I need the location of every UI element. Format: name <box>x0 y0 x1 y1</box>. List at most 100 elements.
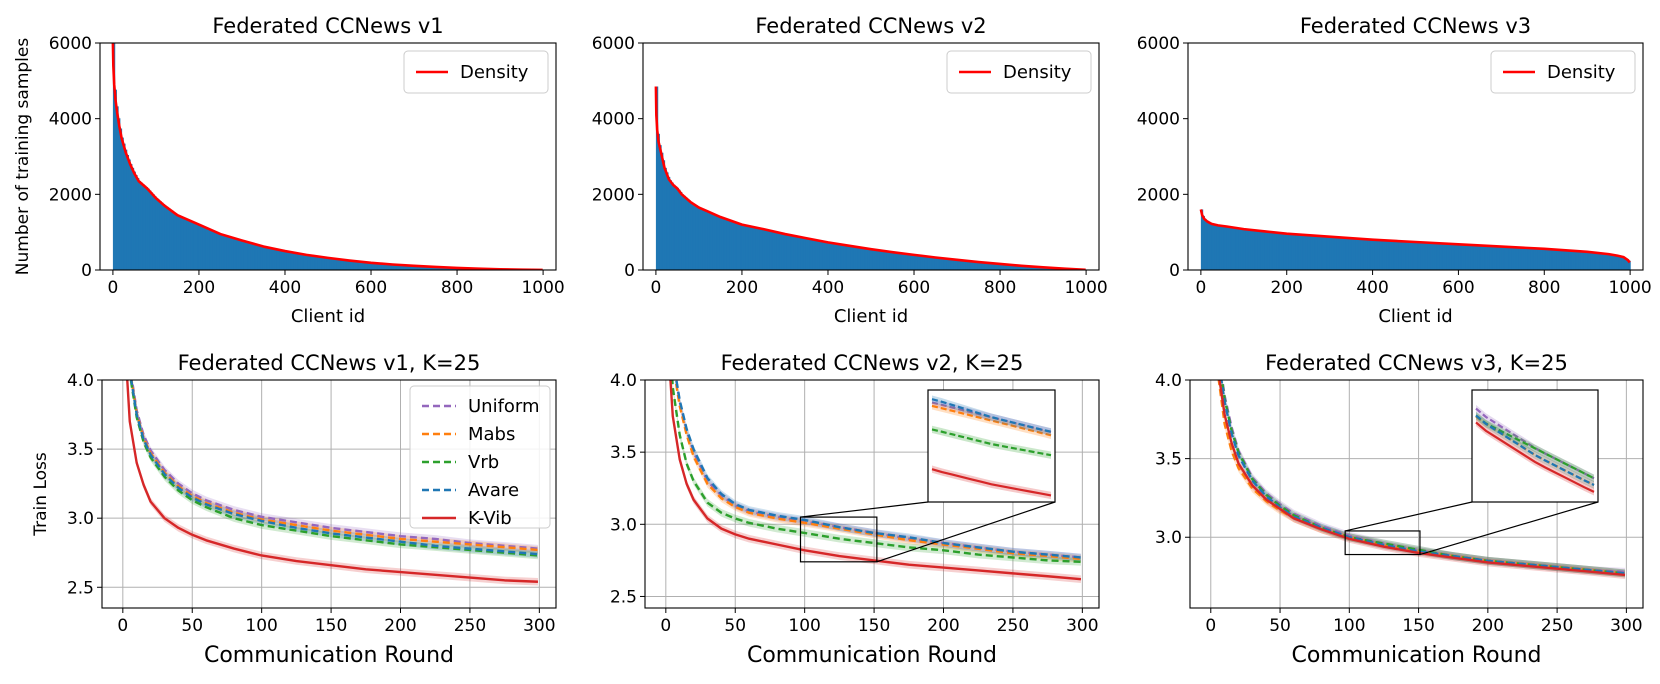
zoom-region-box <box>1344 530 1421 556</box>
client-bar <box>164 205 167 270</box>
client-bar <box>702 209 705 270</box>
dist-v2-plot-area <box>654 86 1087 270</box>
client-bar <box>288 251 291 270</box>
client-bar <box>729 220 733 270</box>
client-bar <box>190 220 193 270</box>
x-tick-label: 200 <box>927 616 959 636</box>
client-bar <box>186 219 190 270</box>
client-bar <box>195 223 198 270</box>
client-bar <box>252 243 255 270</box>
client-bar <box>207 228 210 270</box>
client-bar <box>726 219 729 270</box>
zoom-connector <box>876 501 1056 563</box>
client-bar <box>740 223 743 270</box>
client-bar <box>1458 244 1461 270</box>
client-bar <box>920 255 924 270</box>
client-bar <box>957 259 960 270</box>
loss-v2-plot-area <box>669 380 1082 583</box>
client-bar <box>982 262 986 270</box>
client-bar <box>905 253 908 270</box>
client-bar <box>1564 250 1568 270</box>
client-bar <box>1571 250 1575 270</box>
x-tick-label: 400 <box>1356 278 1388 298</box>
client-bar <box>1554 249 1557 270</box>
client-bar <box>1499 246 1502 270</box>
series-band-mabs <box>130 380 538 554</box>
client-bar <box>1619 256 1623 270</box>
client-bar <box>1412 241 1415 270</box>
client-bar <box>1245 229 1248 270</box>
client-bar <box>1496 246 1499 270</box>
client-bar <box>142 184 145 270</box>
dist-v3-x-axis-label: Client id <box>1378 306 1452 327</box>
client-bar <box>1468 244 1472 270</box>
x-tick-label: 100 <box>1333 616 1365 636</box>
client-bar <box>1298 234 1302 270</box>
client-bar <box>783 233 786 270</box>
client-bar <box>1022 265 1025 270</box>
client-bar <box>1338 237 1341 270</box>
client-bar <box>934 257 937 270</box>
loss-v3-x-axis-label: Communication Round <box>1291 643 1541 668</box>
client-bar <box>1449 243 1453 270</box>
x-tick-label: 200 <box>384 616 416 636</box>
client-bar <box>1020 265 1024 270</box>
client-bar <box>960 260 963 270</box>
client-bar <box>1479 245 1482 270</box>
client-bar <box>1322 236 1326 270</box>
client-bar <box>800 237 803 270</box>
client-bar <box>276 249 279 270</box>
y-tick-label: 4000 <box>1137 110 1180 130</box>
client-bar <box>822 241 826 270</box>
client-bar <box>401 265 405 270</box>
client-bar <box>1418 242 1422 270</box>
client-bar <box>1309 235 1312 270</box>
client-bar <box>1355 238 1358 270</box>
client-bar <box>348 260 351 270</box>
client-bar <box>157 199 160 270</box>
legend-label-density: Density <box>1003 62 1072 83</box>
client-bar <box>1588 252 1592 270</box>
client-bar <box>1350 238 1353 270</box>
x-tick-label: 250 <box>997 616 1029 636</box>
client-bar <box>1388 240 1391 270</box>
client-bar <box>707 211 710 270</box>
client-bar <box>678 189 681 270</box>
client-bar <box>1508 246 1511 270</box>
series-line-k-vib <box>669 380 1082 581</box>
client-bar <box>984 262 987 270</box>
client-bar <box>1327 236 1331 270</box>
client-bar <box>829 242 833 270</box>
client-bar <box>1460 244 1463 270</box>
inset-line-vrb <box>1475 414 1595 480</box>
client-bar <box>1624 258 1628 270</box>
client-bar <box>214 231 217 270</box>
client-bar <box>962 260 965 270</box>
client-bar <box>226 235 229 270</box>
client-bar <box>1200 209 1204 270</box>
client-bar <box>1305 235 1308 270</box>
client-bar <box>365 262 369 270</box>
client-bar <box>434 266 438 270</box>
client-bar <box>171 210 174 270</box>
client-bar <box>1372 239 1375 270</box>
client-bar <box>1310 235 1314 270</box>
client-bar <box>381 263 384 270</box>
inset-line-vrb <box>931 428 1052 457</box>
client-bar <box>307 254 310 270</box>
client-bar <box>219 233 222 270</box>
inset-line-mabs <box>1475 415 1595 486</box>
client-bar <box>989 263 993 270</box>
series-band-uniform <box>1221 380 1625 576</box>
client-bar <box>398 264 401 270</box>
client-bar <box>907 254 910 270</box>
client-bar <box>393 264 396 270</box>
client-bar <box>757 227 760 270</box>
client-bar <box>1547 249 1551 270</box>
client-bar <box>1300 234 1303 270</box>
client-bar <box>1243 229 1247 270</box>
client-bar <box>223 234 226 270</box>
client-bar <box>1212 224 1216 270</box>
client-bar <box>405 265 408 270</box>
client-bar <box>345 260 348 270</box>
